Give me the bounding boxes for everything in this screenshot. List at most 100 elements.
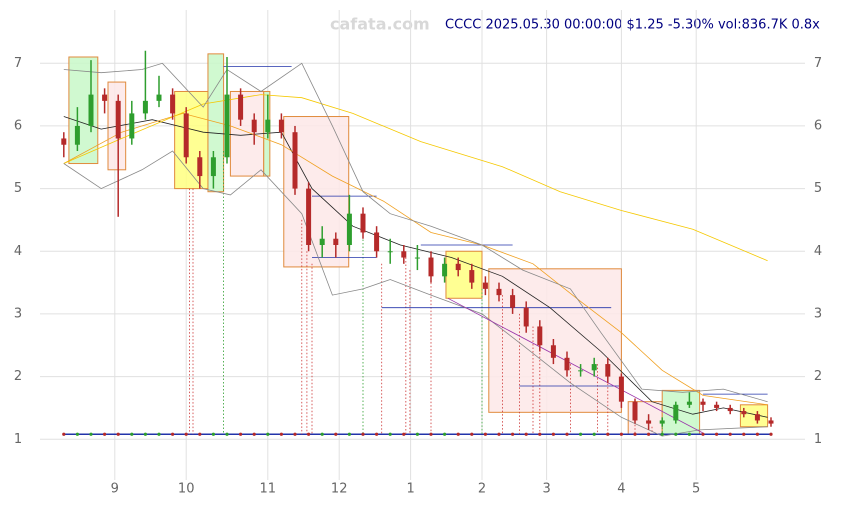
candle-body [170,94,176,114]
baseline-dot [225,432,229,436]
baseline-dot [715,432,719,436]
overlay-line [63,116,768,418]
zone-box [174,90,209,190]
candle-body [564,357,570,371]
y-tick-label: 5 [14,181,22,196]
baseline-dot [252,432,256,436]
candle-body [727,407,733,412]
candle-body [659,420,665,424]
candle-body [401,251,407,258]
candle-body [238,94,244,120]
candle-body [550,345,556,358]
candle-body [210,157,216,177]
x-tick-label: 10 [178,482,195,497]
candle-body [251,119,257,133]
candle-body [455,263,461,271]
baseline-dot [742,432,746,436]
candle-body [428,257,434,277]
baseline-dot [592,432,596,436]
candle-body [265,119,271,133]
baseline-dot [266,432,270,436]
baseline-dot [239,432,243,436]
baseline-dot [361,432,365,436]
candle-body [578,370,584,372]
candle-body [673,404,679,421]
baseline-dot [279,432,283,436]
baseline-dot [375,432,379,436]
baseline-dot [388,432,392,436]
baseline-dot [211,432,215,436]
y-tick-label: 2 [14,369,22,384]
overlay-line [63,94,768,262]
baseline-dot [75,432,79,436]
y-tick-label: 7 [14,56,22,71]
candle-body [156,94,162,101]
candle-body [278,119,284,133]
candle-body [741,411,747,415]
y-tick-label-right: 3 [814,306,822,321]
baseline-dot [89,432,93,436]
y-tick-label-right: 6 [814,118,822,133]
candle-body [482,282,488,289]
baseline-dot [198,432,202,436]
baseline-dot [551,432,556,436]
baseline-dot [402,432,406,436]
candle-body [632,401,638,421]
watermark: cafata.com [330,15,430,34]
baseline-dot [307,432,311,436]
y-tick-label: 1 [14,432,22,447]
candle-body [591,364,597,371]
baseline-dot [510,432,515,436]
candle-body [469,270,475,283]
baseline-dot [116,432,120,436]
baseline-dot [701,432,705,436]
baseline-dot [130,432,134,436]
baseline-dot [728,432,732,436]
baseline-dot [334,432,338,436]
overlay-line [63,112,768,406]
candle-body [523,307,529,327]
candle-body [754,414,760,421]
candle-body [686,401,692,405]
baseline-dot [62,432,66,436]
baseline-dot [538,432,542,436]
baseline-dot [103,432,107,436]
candle-body [496,288,502,296]
candle-body [115,100,121,139]
candle-body [292,132,298,189]
candle-body [333,238,339,245]
baseline-dot [143,432,147,436]
baseline-dot [429,432,433,436]
baseline-dot [660,432,664,436]
baseline-dot [171,432,175,436]
y-tick-label-right: 4 [814,244,822,259]
x-tick-label: 5 [692,482,700,497]
x-tick-label: 3 [542,482,550,497]
x-tick-label: 9 [111,482,119,497]
overlay-line [447,297,704,434]
candle-body [74,125,80,145]
baseline-dot [497,432,501,436]
y-tick-label: 6 [14,118,22,133]
baseline-dot [184,432,188,436]
candle-body [346,213,352,245]
baseline-dot [470,432,474,436]
candle-body [61,138,67,145]
baseline-dot [483,432,487,436]
y-tick-label-right: 2 [814,369,822,384]
candle-body [618,376,624,402]
candle-body [88,94,94,126]
candle-body [102,94,108,101]
baseline-dot [456,432,460,436]
overlay-line [63,62,768,403]
x-tick-label: 1 [406,482,414,497]
candle-body [605,364,611,377]
baseline-dot [674,432,678,436]
candle-body [319,238,325,245]
candle-body [646,420,652,424]
candle-body [129,113,135,139]
candle-body [374,232,380,252]
chart-title: CCCC 2025.05.30 00:00:00 $1.25 -5.30% vo… [445,18,820,33]
y-tick-label-right: 5 [814,181,822,196]
